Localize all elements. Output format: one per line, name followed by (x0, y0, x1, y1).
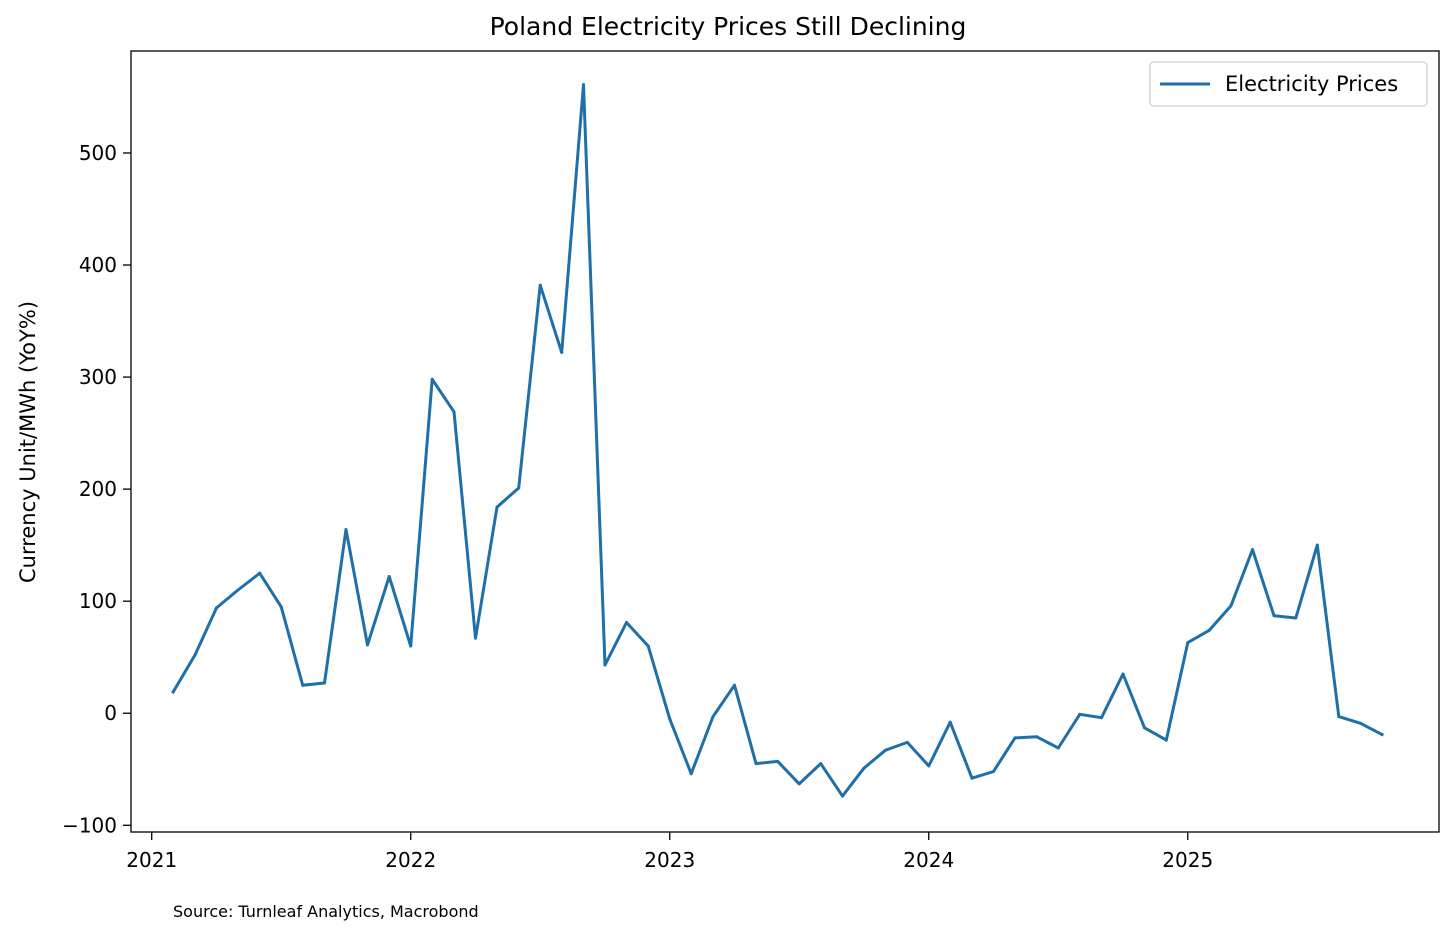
data-point (624, 620, 628, 624)
data-point (1315, 543, 1319, 547)
data-point (581, 83, 585, 87)
data-point (992, 769, 996, 773)
data-point (927, 764, 931, 768)
data-point (409, 644, 413, 648)
y-axis: −100 0 100 200 300 400 500 (62, 141, 131, 837)
x-tick-label: 2024 (903, 848, 954, 872)
y-tick-label: 100 (79, 589, 117, 613)
data-point (776, 759, 780, 763)
data-point (1143, 726, 1147, 730)
data-point (1359, 721, 1363, 725)
data-point (1294, 616, 1298, 620)
data-point (797, 782, 801, 786)
data-point (841, 794, 845, 798)
data-point (862, 766, 866, 770)
data-point (279, 605, 283, 609)
data-point (258, 571, 262, 575)
x-tick-label: 2021 (126, 848, 177, 872)
y-tick-label: 200 (79, 477, 117, 501)
y-tick-label: 400 (79, 253, 117, 277)
data-point (171, 690, 175, 694)
y-tick-label: 0 (104, 701, 117, 725)
y-tick-label: 300 (79, 365, 117, 389)
data-point (365, 643, 369, 647)
data-point (538, 283, 542, 287)
plot-area (130, 50, 1440, 833)
data-point (603, 663, 607, 667)
data-point (732, 683, 736, 687)
data-point (1337, 715, 1341, 719)
data-point (452, 410, 456, 414)
x-tick-label: 2023 (644, 848, 695, 872)
data-point (1380, 733, 1384, 737)
data-point (193, 653, 197, 657)
x-tick-label: 2022 (385, 848, 436, 872)
data-point (1013, 736, 1017, 740)
data-point (495, 505, 499, 509)
legend: Electricity Prices (1149, 61, 1428, 107)
data-point (711, 715, 715, 719)
data-point (646, 644, 650, 648)
data-point (970, 776, 974, 780)
data-point (948, 720, 952, 724)
x-tick-label: 2025 (1162, 848, 1213, 872)
series-layer (171, 83, 1385, 798)
data-point (1056, 746, 1060, 750)
data-point (883, 748, 887, 752)
data-point (387, 575, 391, 579)
data-point (1229, 604, 1233, 608)
data-point (1251, 548, 1255, 552)
data-point (473, 636, 477, 640)
data-point (517, 486, 521, 490)
data-point (1035, 735, 1039, 739)
y-tick-label: 500 (79, 141, 117, 165)
data-point (560, 350, 564, 354)
data-point (1186, 641, 1190, 645)
data-point (668, 717, 672, 721)
y-tick-label: −100 (62, 813, 117, 837)
source-note: Source: Turnleaf Analytics, Macrobond (173, 902, 479, 921)
data-point (344, 527, 348, 531)
data-point (819, 762, 823, 766)
data-point (1164, 738, 1168, 742)
chart-title: Poland Electricity Prices Still Declinin… (489, 12, 967, 41)
data-point (1207, 628, 1211, 632)
data-point (430, 377, 434, 381)
x-axis: 2021 2022 2023 2024 2025 (126, 832, 1213, 872)
data-point (1272, 614, 1276, 618)
data-point (1078, 712, 1082, 716)
data-point (1121, 672, 1125, 676)
plot-frame (130, 50, 1440, 833)
data-point (754, 762, 758, 766)
legend-box (1149, 61, 1428, 107)
y-axis-label: Currency Unit/MWh (YoY%) (16, 300, 40, 584)
data-point (214, 606, 218, 610)
data-point (301, 683, 305, 687)
legend-label: Electricity Prices (1225, 72, 1398, 96)
data-point (322, 681, 326, 685)
data-point (689, 772, 693, 776)
data-point (905, 740, 909, 744)
data-point (1100, 716, 1104, 720)
data-point (236, 588, 240, 592)
